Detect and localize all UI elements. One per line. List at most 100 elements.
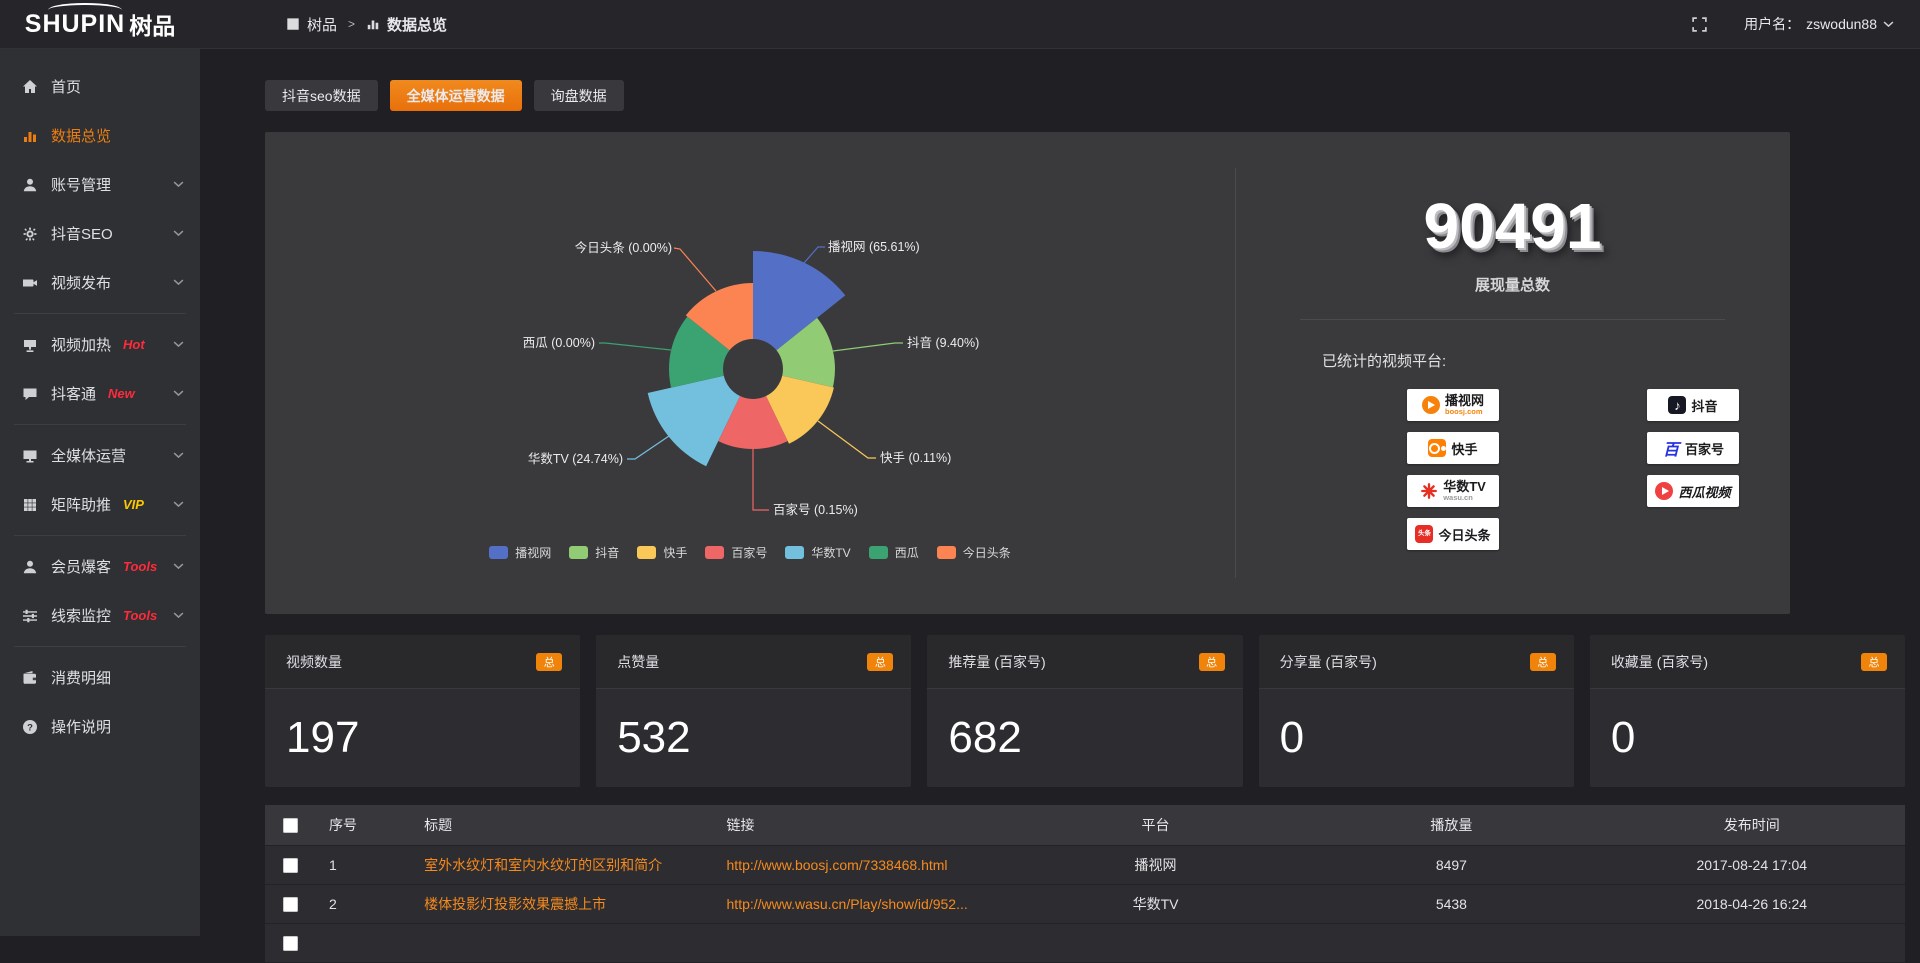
total-badge[interactable]: 总 xyxy=(536,652,563,671)
legend-item-播视网[interactable]: 播视网 xyxy=(489,544,551,561)
legend-swatch xyxy=(569,546,589,559)
platform-badge-抖音: ♪ 抖音 xyxy=(1647,389,1739,421)
platform-badge-播视网: 播视网 boosj.com xyxy=(1407,389,1499,421)
sidebar-item-label: 首页 xyxy=(51,79,82,96)
cell-platform: 播视网 xyxy=(1006,845,1305,885)
screen-icon xyxy=(24,339,36,352)
stat-card-label: 推荐量 (百家号) xyxy=(948,653,1046,670)
pie-slice-播视网[interactable] xyxy=(753,250,846,351)
breadcrumb-root[interactable]: 树品 xyxy=(307,16,338,34)
sidebar-item-tag: New xyxy=(108,386,135,401)
tab-media-operation-data[interactable]: 全媒体运营数据 xyxy=(389,80,522,111)
breadcrumb-current-icon xyxy=(367,20,379,30)
sidebar-item-douketong[interactable]: 抖客通 New xyxy=(0,369,200,418)
cell-time: 2018-04-26 16:24 xyxy=(1598,884,1905,924)
pie-slice-抖音[interactable] xyxy=(776,317,835,388)
cell-time xyxy=(1598,923,1905,963)
pie-slice-百家号[interactable] xyxy=(718,396,788,450)
row-checkbox[interactable] xyxy=(282,896,298,912)
pie-label-line xyxy=(817,420,876,459)
legend-item-抖音[interactable]: 抖音 xyxy=(569,544,619,561)
svg-text:?: ? xyxy=(27,722,33,733)
cell-title[interactable] xyxy=(410,923,713,963)
column-header-index: 序号 xyxy=(315,805,411,846)
video-icon xyxy=(23,279,37,286)
stat-card-favorite-count: 收藏量 (百家号) 总 0 xyxy=(1589,635,1906,787)
cell-platform: 华数TV xyxy=(1006,884,1305,924)
user-menu[interactable]: 用户名： zswodun88 xyxy=(1744,14,1894,34)
row-checkbox[interactable] xyxy=(282,935,298,951)
sidebar-item-label: 账号管理 xyxy=(51,177,112,194)
top-header: SHUPIN 树品 树品 > 数据总览 用户名： zswodun88 xyxy=(0,0,1920,49)
cell-link[interactable] xyxy=(712,923,1007,963)
stat-card-value: 532 xyxy=(617,713,691,762)
tab-douyin-seo-data[interactable]: 抖音seo数据 xyxy=(265,80,378,111)
cell-title[interactable]: 楼体投影灯投影效果震撼上市 xyxy=(410,884,713,924)
row-checkbox[interactable] xyxy=(282,857,298,873)
legend-item-西瓜[interactable]: 西瓜 xyxy=(868,544,919,561)
pie-slice-西瓜[interactable] xyxy=(668,316,730,388)
header-right: 用户名： zswodun88 xyxy=(1691,14,1920,34)
stat-cards-row: 视频数量总 197 点赞量总 532 推荐量 (百家号) 总 682 分享量 (百家号) 总 0 收… xyxy=(265,635,1906,787)
sidebar-item-media-operation[interactable]: 全媒体运营 xyxy=(0,431,200,480)
pie-slice-华数TV[interactable] xyxy=(647,375,740,467)
select-all-checkbox[interactable] xyxy=(282,817,298,833)
legend-swatch xyxy=(637,546,657,559)
platform-badge-快手: 快手 xyxy=(1407,432,1499,464)
legend-item-百家号[interactable]: 百家号 xyxy=(705,544,767,561)
stat-card-header: 视频数量 总 xyxy=(265,635,581,689)
platforms-title: 已统计的视频平台: xyxy=(1322,353,1447,370)
home-icon xyxy=(23,79,37,93)
sidebar-item-matrix-boost[interactable]: 矩阵助推 VIP xyxy=(0,480,200,529)
sidebar-item-douyin-seo[interactable]: 抖音SEO xyxy=(0,209,200,258)
cell-link[interactable]: http://www.boosj.com/7338468.html xyxy=(712,845,1007,885)
cell-title[interactable]: 室外水纹灯和室内水纹灯的区别和简介 xyxy=(410,845,713,885)
app-logo: SHUPIN 树品 xyxy=(0,0,200,48)
sidebar-item-operation-guide[interactable]: ? 操作说明 xyxy=(0,702,200,751)
sidebar-item-member-burst[interactable]: 会员爆客 Tools xyxy=(0,542,200,591)
platform-subtext: boosj.com xyxy=(1444,406,1483,416)
sidebar-item-clue-monitor[interactable]: 线索监控 Tools xyxy=(0,591,200,640)
stat-card-value: 682 xyxy=(948,713,1022,762)
sidebar-item-video-heat[interactable]: 视频加热 Hot xyxy=(0,320,200,369)
cell-link[interactable]: http://www.wasu.cn/Play/show/id/952... xyxy=(712,884,1007,924)
legend-item-快手[interactable]: 快手 xyxy=(637,544,687,561)
sidebar-item-consume-detail[interactable]: 消费明细 xyxy=(0,653,200,702)
sidebar-item-label: 会员爆客 xyxy=(51,559,112,576)
wasu-icon xyxy=(1421,483,1438,499)
sidebar-item-video-publish[interactable]: 视频发布 xyxy=(0,258,200,307)
pie-label: 西瓜 (0.00%) xyxy=(523,336,595,350)
pie-slice-今日头条[interactable] xyxy=(685,283,753,351)
help-icon: ? xyxy=(23,719,37,734)
user-label: 用户名： xyxy=(1744,16,1801,32)
sidebar-item-data-overview[interactable]: 数据总览 xyxy=(0,111,200,160)
pie-label-line xyxy=(673,247,717,292)
video-table-wrap: 序号 标题 链接 平台 播放量 发布时间 1 室外水纹灯和室内水纹灯的区别和简介 http://… xyxy=(265,805,1905,963)
legend-swatch xyxy=(936,546,956,559)
legend-item-今日头条[interactable]: 今日头条 xyxy=(936,544,1011,561)
sidebar-item-account-manage[interactable]: 账号管理 xyxy=(0,160,200,209)
platform-name: 百家号 xyxy=(1684,441,1724,457)
table-row: 1 室外水纹灯和室内水纹灯的区别和简介 http://www.boosj.com/7… xyxy=(265,845,1905,885)
sidebar-divider xyxy=(14,424,186,425)
column-header-select xyxy=(265,805,316,846)
legend-item-华数TV[interactable]: 华数TV xyxy=(785,544,851,561)
breadcrumb: 树品 > 数据总览 xyxy=(286,14,447,35)
breadcrumb-current[interactable]: 数据总览 xyxy=(387,16,448,34)
tab-inquiry-data[interactable]: 询盘数据 xyxy=(533,80,624,111)
sidebar-item-home[interactable]: 首页 xyxy=(0,62,200,111)
fullscreen-icon[interactable] xyxy=(1691,16,1708,33)
platform-column: ♪ 抖音百百家号 西瓜视频 xyxy=(1647,389,1739,550)
total-badge[interactable]: 总 xyxy=(1198,652,1225,671)
total-badge[interactable]: 总 xyxy=(1529,652,1556,671)
total-badge[interactable]: 总 xyxy=(867,652,894,671)
stat-card-recommend-count: 推荐量 (百家号) 总 682 xyxy=(927,635,1243,787)
stat-card-video-count: 视频数量 总 197 xyxy=(265,635,581,787)
pie-slice-快手[interactable] xyxy=(766,375,834,444)
pie-label: 抖音 (9.40%) xyxy=(907,335,979,350)
chevron-down-icon xyxy=(173,501,184,508)
total-badge[interactable]: 总 xyxy=(1861,652,1888,671)
chevron-down-icon xyxy=(173,181,184,188)
sidebar-item-label: 矩阵助推 xyxy=(51,497,112,514)
sidebar-item-label: 消费明细 xyxy=(51,670,112,687)
